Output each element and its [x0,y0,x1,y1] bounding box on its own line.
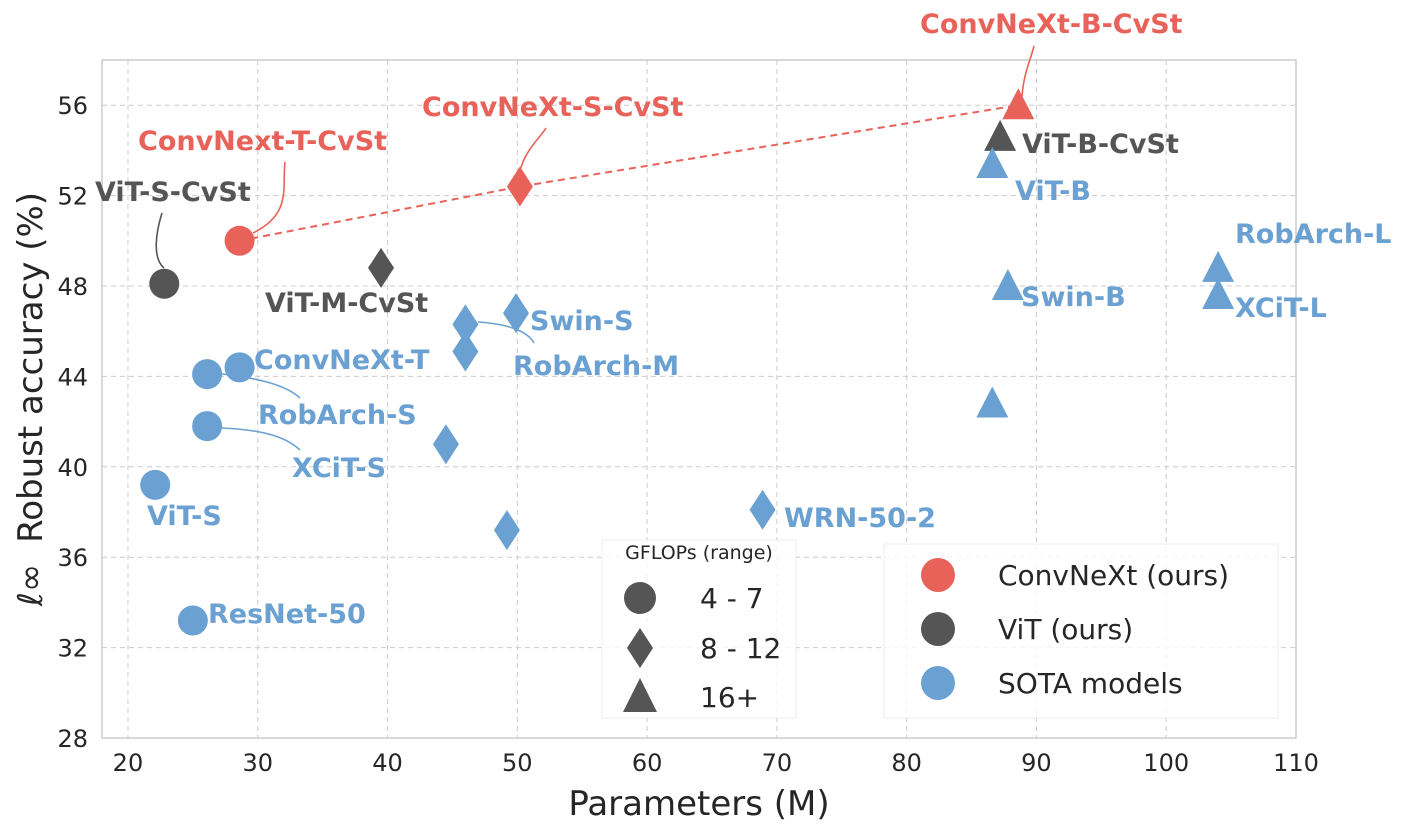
legend-sota-label: SOTA models [998,667,1183,700]
data-point [177,605,208,636]
point-label: ViT-M-CvSt [265,288,428,319]
y-tick-label: 44 [57,363,88,391]
point-label: Swin-B [1021,282,1126,313]
y-tick-label: 52 [57,183,88,211]
gflops-legend-title: GFLOPs (range) [625,542,773,564]
point-label: RobArch-L [1235,219,1392,250]
y-axis-ticks: 28 32 36 40 44 48 52 56 [57,92,88,753]
data-point [506,166,533,207]
data-point [503,293,530,334]
data-point [432,424,459,465]
x-axis-title: Parameters (M) [568,784,829,824]
label-connector [1021,45,1035,97]
point-label: RobArch-M [513,351,679,382]
data-labels: ConvNext-T-CvSt ConvNeXt-S-CvSt ConvNeXt-B… [95,9,1392,630]
point-label: Swin-S [530,306,634,337]
gflops-legend-circle-icon [624,582,656,614]
point-label: ConvNeXt-S-CvSt [422,92,684,123]
data-point [192,411,223,442]
legend-vit-label: ViT (ours) [998,613,1133,646]
data-point [749,489,776,530]
data-point [452,331,479,372]
x-tick-label: 40 [372,749,403,777]
y-tick-label: 40 [57,454,88,482]
point-label: ViT-B-CvSt [1022,129,1179,160]
point-label: ConvNeXt-T [254,345,430,376]
label-connector [519,127,547,172]
legend-convnext-label: ConvNeXt (ours) [998,559,1229,592]
data-point [493,510,520,551]
label-connector [252,161,286,234]
data-point [224,225,255,256]
y-axis-title-prefix: ℓ∞ [11,564,51,607]
point-label: WRN-50-2 [784,503,936,534]
data-point [1202,278,1235,310]
data-point [149,268,180,299]
data-point [1002,88,1035,120]
plot-frame [101,59,1297,739]
data-point [140,469,171,500]
point-label: ConvNext-T-CvSt [138,126,387,157]
point-label: ViT-S-CvSt [95,177,251,208]
x-axis-ticks: 20 30 40 50 60 70 80 90 100 110 [113,749,1319,777]
y-tick-label: 32 [57,635,88,663]
label-connector [477,321,535,344]
x-tick-label: 90 [1021,749,1052,777]
gflops-legend-label-3: 16+ [700,681,759,714]
point-label: ResNet-50 [208,599,366,630]
gflops-legend-diamond-icon [627,628,653,668]
point-label: XCiT-S [292,453,386,484]
gflops-legend-label-1: 4 - 7 [700,582,764,615]
data-point [452,304,479,345]
x-tick-label: 110 [1273,749,1319,777]
x-tick-label: 30 [242,749,273,777]
point-label: ConvNeXt-B-CvSt [920,9,1183,40]
x-tick-label: 80 [891,749,922,777]
y-axis-title: ℓ∞ Robust accuracy (%) [11,192,51,607]
gflops-legend-triangle-icon [623,678,657,712]
data-markers [140,88,1235,636]
legend-sota-marker [921,666,955,700]
label-connector [221,427,301,451]
label-connectors [155,45,1035,451]
x-tick-label: 50 [502,749,533,777]
point-label: RobArch-S [258,400,417,431]
x-tick-label: 60 [632,749,663,777]
y-tick-label: 56 [57,92,88,120]
data-point [991,269,1024,300]
data-point [368,247,395,288]
y-axis-title-text: Robust accuracy (%) [11,192,51,543]
point-label: ViT-B [1015,176,1091,207]
gflops-legend: GFLOPs (range) 4 - 7 8 - 12 16+ [601,539,797,719]
label-connector [155,212,165,269]
legend-vit-marker [921,612,955,646]
data-point [976,146,1009,178]
point-label: XCiT-L [1235,293,1327,324]
y-tick-label: 28 [57,725,88,753]
data-point [192,359,223,390]
data-point [224,352,255,383]
x-tick-label: 20 [113,749,144,777]
gflops-legend-box [601,539,797,719]
x-tick-label: 100 [1143,749,1189,777]
x-tick-label: 70 [762,749,793,777]
data-point [984,119,1017,151]
model-legend: ConvNeXt (ours) ViT (ours) SOTA models [883,543,1279,719]
legend-convnext-marker [921,558,955,592]
gflops-legend-label-2: 8 - 12 [700,632,781,665]
y-tick-label: 48 [57,273,88,301]
data-point [1202,250,1235,282]
y-tick-label: 36 [57,544,88,572]
point-label: ViT-S [147,501,222,532]
data-point [976,386,1009,418]
